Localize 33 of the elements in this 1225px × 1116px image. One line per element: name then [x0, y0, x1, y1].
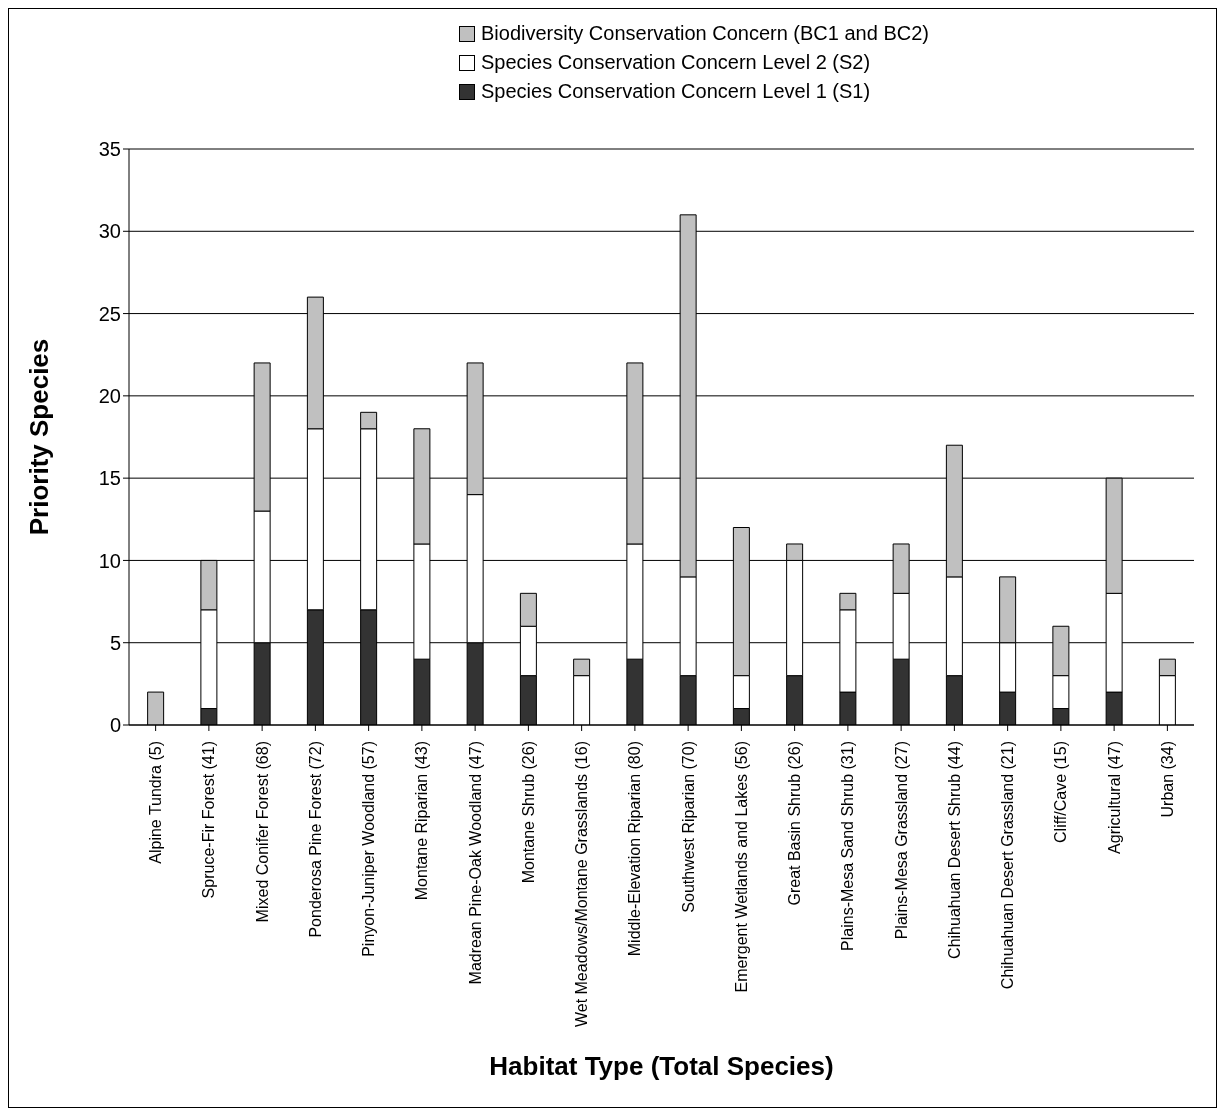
y-tick-label: 15: [98, 467, 121, 490]
x-tick-label: Montane Shrub (26): [519, 741, 537, 884]
x-tick-label: Wet Meadows/Montane Grasslands (16): [573, 741, 591, 1028]
y-tick-label: 10: [98, 549, 121, 572]
x-tick-label: Agricultural (47): [1105, 741, 1123, 854]
x-tick-label: Montane Riparian (43): [413, 741, 431, 901]
x-tick-label: Southwest Riparian (70): [679, 741, 697, 913]
y-tick-label: 20: [98, 384, 121, 407]
x-tick-label: Plains-Mesa Grassland (27): [892, 741, 910, 940]
x-tick-label: Pinyon-Juniper Woodland (57): [360, 741, 378, 957]
x-tick-label: Great Basin Shrub (26): [786, 741, 804, 906]
x-tick-label: Chihuahuan Desert Grassland (21): [999, 741, 1017, 990]
x-tick-label: Spruce-Fir Forest (41): [200, 741, 218, 899]
y-tick-label: 30: [98, 220, 121, 243]
x-tick-label: Urban (34): [1158, 741, 1176, 818]
y-axis-title: Priority Species: [24, 338, 55, 536]
x-tick-label: Middle-Elevation Riparian (80): [626, 741, 644, 957]
legend-label: Species Conservation Concern Level 2 (S2): [481, 51, 871, 74]
legend-label: Species Conservation Concern Level 1 (S1): [481, 80, 871, 103]
x-tick-label: Mixed Conifer Forest (68): [253, 741, 271, 923]
x-tick-label: Emergent Wetlands and Lakes (56): [732, 741, 750, 993]
x-tick-label: Chihuahuan Desert Shrub (44): [945, 741, 963, 959]
x-tick-label: Cliff/Cave (15): [1052, 741, 1070, 843]
legend-label: Biodiversity Conservation Concern (BC1 and BC2): [481, 22, 929, 45]
x-tick-label: Alpine Tundra (5): [147, 741, 165, 864]
y-tick-label: 5: [109, 631, 121, 654]
x-tick-label: Plains-Mesa Sand Shrub (31): [839, 741, 857, 951]
x-tick-label: Ponderosa Pine Forest (72): [306, 741, 324, 938]
x-axis-title: Habitat Type (Total Species): [489, 1051, 834, 1081]
x-tick-label: Madrean Pine-Oak Woodland (47): [466, 741, 484, 985]
y-tick-label: 35: [98, 138, 121, 161]
y-tick-label: 0: [109, 714, 121, 737]
y-tick-label: 25: [98, 302, 121, 325]
